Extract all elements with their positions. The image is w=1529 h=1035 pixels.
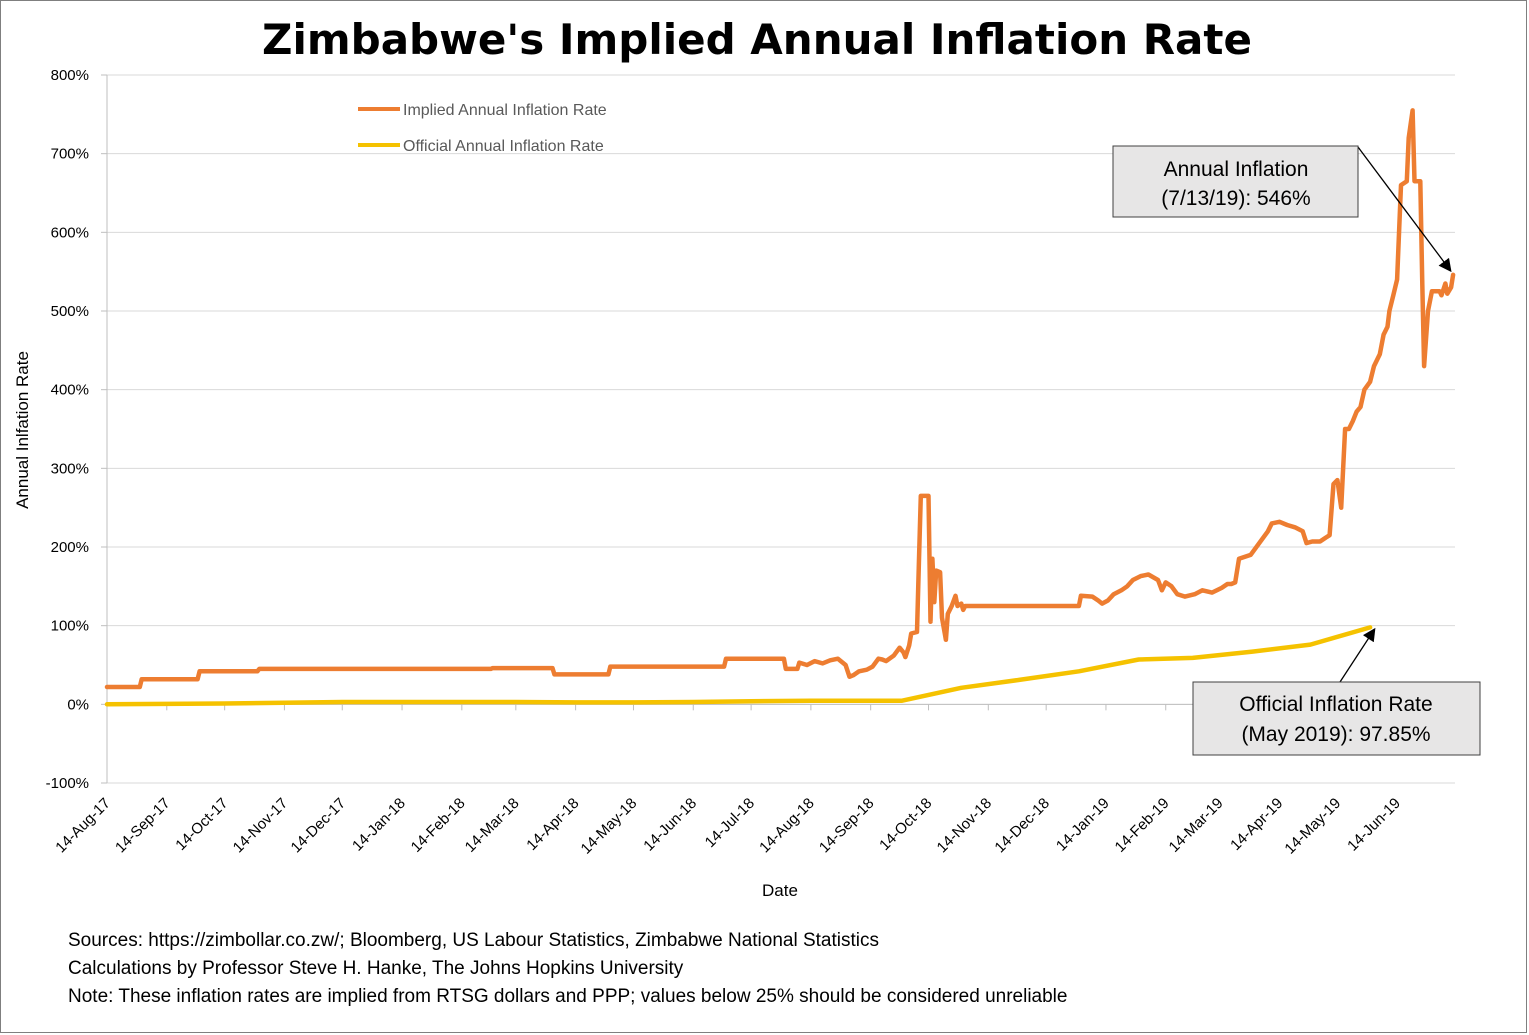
x-tick-label: 14-Oct-17 xyxy=(172,795,231,854)
annotation-annual-line-2: (7/13/19): 546% xyxy=(1161,187,1310,210)
y-tick-label: 800% xyxy=(51,67,89,84)
x-tick-label: 14-Jan-19 xyxy=(1053,795,1113,855)
footnotes: Sources: https://zimbollar.co.zw/; Bloom… xyxy=(68,927,1067,1011)
legend-label-implied: Implied Annual Inflation Rate xyxy=(403,102,607,119)
annotation-official-line-1: Official Inflation Rate xyxy=(1239,693,1432,716)
x-tick-label: 14-Sep-18 xyxy=(816,795,878,857)
annotation-arrow-annual xyxy=(1357,146,1452,273)
annotation-annual-line-1: Annual Inflation xyxy=(1164,158,1309,181)
x-tick-label: 14-Oct-18 xyxy=(876,795,935,854)
sources-note: Sources: https://zimbollar.co.zw/; Bloom… xyxy=(68,930,879,951)
annotation-arrow-official xyxy=(1339,627,1376,683)
x-axis-label: Date xyxy=(762,881,798,900)
x-tick-label: 14-Dec-17 xyxy=(288,795,350,857)
legend: Implied Annual Inflation Rate Official A… xyxy=(358,102,607,155)
calculations-note: Calculations by Professor Steve H. Hanke… xyxy=(68,958,684,979)
annotations: Annual Inflation (7/13/19): 546% Officia… xyxy=(1112,145,1481,756)
reliability-note: Note: These inflation rates are implied … xyxy=(68,986,1068,1007)
x-tick-label: 14-Apr-19 xyxy=(1227,795,1286,854)
series-lines xyxy=(104,108,1456,707)
y-tick-label: 400% xyxy=(51,382,89,399)
y-tick-label: 500% xyxy=(51,303,89,320)
chart-title: Zimbabwe's Implied Annual Inflation Rate xyxy=(262,15,1252,64)
x-tick-label: 14-Sep-17 xyxy=(112,795,174,857)
y-tick-label: 700% xyxy=(51,146,89,163)
y-tick-label: -100% xyxy=(46,775,89,792)
x-tick-label: 14-Feb-18 xyxy=(408,795,469,856)
annotation-official-line-2: (May 2019): 97.85% xyxy=(1241,723,1430,746)
y-axis-ticks: -100% 0% 100% 200% 300% 400% 500% 600% 700% 800% xyxy=(46,67,107,792)
x-tick-label: 14-Jan-18 xyxy=(349,795,409,855)
y-tick-label: 100% xyxy=(51,618,89,635)
x-tick-label: 14-Nov-18 xyxy=(934,795,996,857)
annotation-box-annual xyxy=(1112,145,1359,218)
x-tick-label: 14-Jul-18 xyxy=(702,795,758,851)
y-tick-label: 200% xyxy=(51,539,89,556)
y-tick-label: 600% xyxy=(51,224,89,241)
series-line-official xyxy=(104,625,1373,707)
y-tick-label: 0% xyxy=(67,696,89,713)
legend-label-official: Official Annual Inflation Rate xyxy=(403,138,604,155)
x-tick-label: 14-Nov-17 xyxy=(230,795,292,857)
x-tick-label: 14-Mar-18 xyxy=(462,795,523,856)
y-axis-label: Annual Inlfation Rate xyxy=(13,351,32,509)
series-line-implied xyxy=(104,108,1456,690)
x-tick-label: 14-Feb-19 xyxy=(1112,795,1173,856)
x-tick-label: 14-Mar-19 xyxy=(1166,795,1227,856)
y-tick-label: 300% xyxy=(51,460,89,477)
x-tick-label: 14-Dec-18 xyxy=(991,795,1053,857)
x-tick-label: 14-Apr-18 xyxy=(523,795,582,854)
x-tick-label: 14-Jun-18 xyxy=(640,795,700,855)
annotation-box-official xyxy=(1192,681,1481,756)
x-tick-label: 14-Aug-17 xyxy=(52,795,114,857)
x-tick-label: 14-Aug-18 xyxy=(756,795,818,857)
x-tick-label: 14-May-19 xyxy=(1281,795,1344,858)
x-tick-label: 14-May-18 xyxy=(578,795,641,858)
x-tick-label: 14-Jun-19 xyxy=(1344,795,1404,855)
